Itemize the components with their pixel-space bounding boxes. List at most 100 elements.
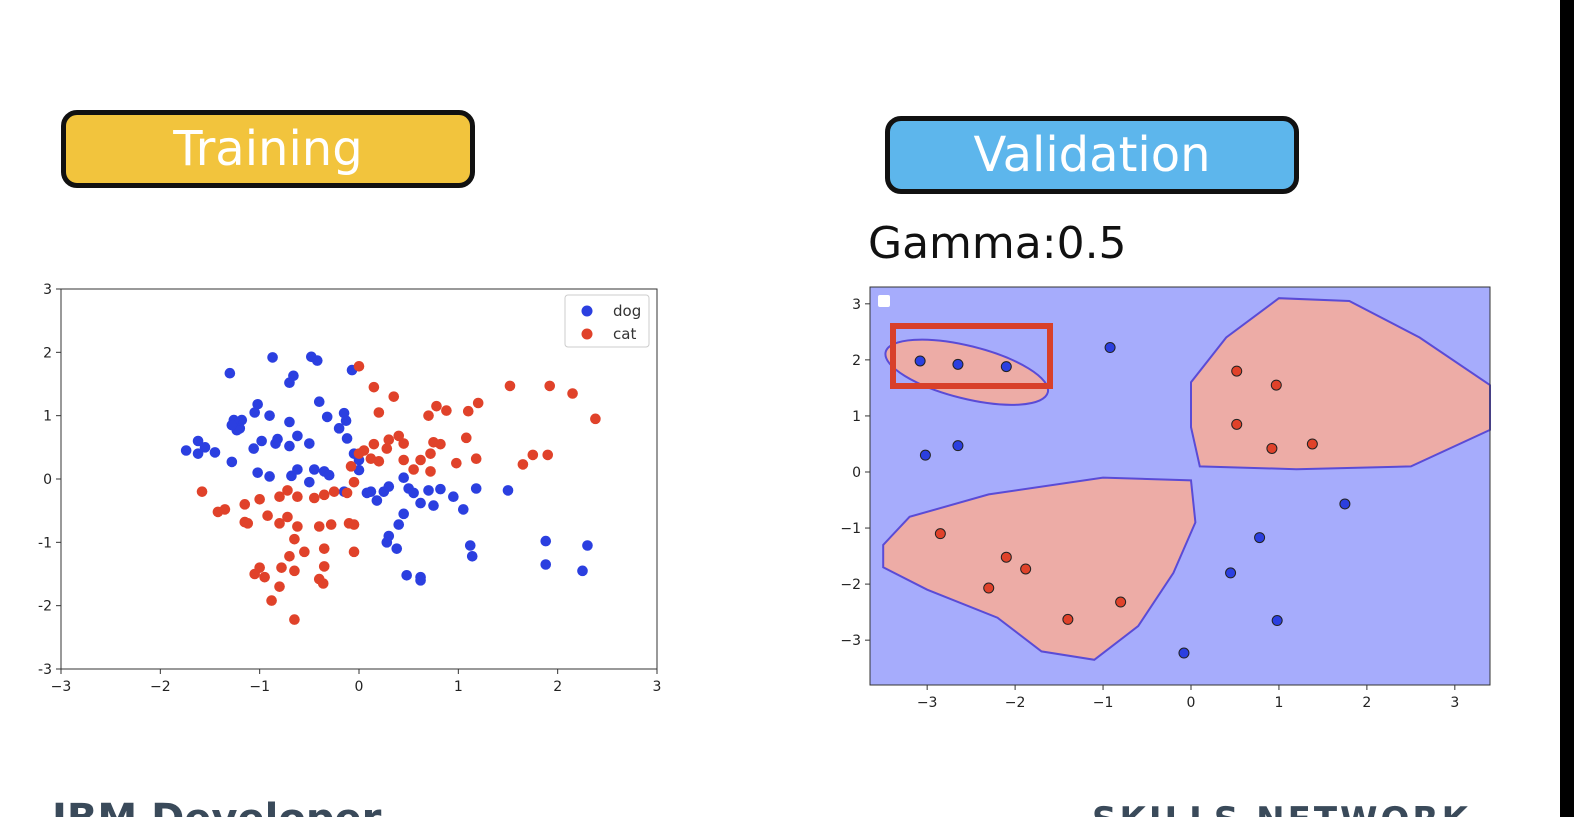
data-point-cat (472, 397, 484, 409)
data-point-class-1 (1270, 379, 1282, 391)
data-point-class-1 (1306, 438, 1318, 450)
data-point-dog (180, 445, 192, 456)
data-point-cat (348, 476, 360, 488)
x-tick-label: 3 (653, 679, 662, 695)
data-point-dog (353, 464, 365, 476)
data-point-cat (274, 581, 285, 592)
data-point-cat (282, 485, 293, 496)
x-tick-label: −2 (150, 679, 171, 695)
data-point-class-0 (1104, 342, 1116, 354)
data-point-cat (274, 491, 285, 503)
data-point-cat (544, 380, 556, 392)
data-point-cat (504, 380, 516, 392)
x-tick-label: −2 (1005, 695, 1026, 711)
data-point-cat (254, 493, 265, 505)
data-point-cat (262, 510, 273, 522)
data-point-cat (318, 489, 330, 501)
data-point-class-0 (1254, 532, 1266, 544)
data-point-dog (284, 440, 295, 452)
data-point-dog (192, 435, 204, 447)
data-point-class-0 (1271, 615, 1283, 627)
validation-label-box: Validation (885, 116, 1299, 194)
data-point-dog (333, 423, 345, 434)
data-point-dog (391, 543, 403, 554)
data-point-cat (313, 521, 325, 532)
y-tick-label: 1 (852, 409, 861, 425)
data-point-cat (289, 533, 300, 545)
data-point-dog (313, 396, 325, 408)
data-point-dog (270, 438, 281, 449)
y-tick-label: −3 (840, 633, 861, 649)
data-point-dog (199, 442, 211, 453)
x-tick-label: 3 (1450, 695, 1459, 711)
data-point-dog (226, 456, 238, 468)
y-tick-label: 3 (43, 282, 52, 298)
validation-label: Validation (973, 127, 1211, 183)
data-point-dog (435, 483, 446, 495)
data-point-cat (373, 455, 385, 467)
y-tick-label: 0 (43, 472, 52, 488)
plot-frame (869, 286, 1491, 686)
data-point-dog (393, 519, 405, 530)
data-point-cat (383, 434, 395, 446)
data-point-dog (470, 483, 482, 494)
data-point-dog (252, 467, 263, 478)
x-tick-label: 2 (553, 679, 562, 695)
data-point-class-0 (914, 355, 926, 367)
data-point-class-1 (1231, 365, 1243, 377)
data-point-dog (292, 464, 303, 475)
data-point-cat (242, 518, 254, 529)
data-point-dog (371, 495, 383, 506)
x-tick-label: 1 (1274, 695, 1283, 711)
data-point-cat (462, 405, 474, 417)
data-point-cat (274, 518, 285, 529)
data-point-dog (236, 414, 248, 426)
data-point-dog (192, 448, 204, 459)
data-point-dog (256, 435, 267, 447)
data-point-cat (348, 546, 360, 558)
data-point-cat (460, 432, 472, 444)
data-point-dog (398, 508, 410, 520)
legend-marker-dog (581, 305, 593, 317)
data-point-cat (259, 571, 270, 583)
legend-marker-cat (581, 328, 593, 340)
training-scatter-chart: −3 −2 −1 0 1 2 3 3 2 1 0 -1 -2 -3 dog cat (38, 282, 662, 695)
y-tick-label: -1 (38, 535, 52, 551)
data-point-cat (398, 454, 410, 466)
data-point-cat (542, 449, 554, 461)
data-point-cat (318, 543, 330, 554)
data-point-dog (383, 481, 395, 492)
data-point-dog (458, 504, 469, 515)
data-point-cat (381, 443, 393, 454)
training-label: Training (173, 121, 363, 177)
data-point-dog (381, 537, 393, 548)
data-point-class-0 (919, 449, 931, 461)
data-point-cat (398, 438, 410, 449)
data-point-dog (323, 469, 335, 481)
data-point-cat (527, 449, 539, 461)
data-point-dog (365, 486, 377, 497)
data-point-class-1 (983, 582, 995, 594)
data-point-dog (540, 559, 552, 570)
data-point-cat (318, 561, 330, 572)
validation-decision-chart: −3 −2 −1 0 1 2 3 3 2 1 0 −1 −2 −3 (840, 286, 1491, 711)
data-point-cat (212, 506, 224, 518)
data-point-dog (249, 407, 260, 418)
data-point-cat (284, 550, 295, 562)
data-point-class-0 (1339, 498, 1351, 510)
data-point-dog (284, 377, 295, 389)
data-point-dog (264, 410, 275, 421)
data-point-dog (415, 575, 426, 586)
data-point-class-1 (1266, 442, 1278, 454)
y-tick-label: 0 (852, 465, 861, 481)
data-point-dog (448, 491, 459, 503)
data-point-cat (276, 562, 287, 573)
x-tick-label: −1 (1093, 695, 1114, 711)
y-tick-label: -3 (38, 662, 52, 678)
data-point-cat (239, 499, 251, 510)
data-point-cat (470, 453, 482, 465)
data-point-dog (341, 433, 353, 444)
data-point-dog (304, 438, 315, 449)
legend-label-dog: dog (613, 302, 641, 320)
